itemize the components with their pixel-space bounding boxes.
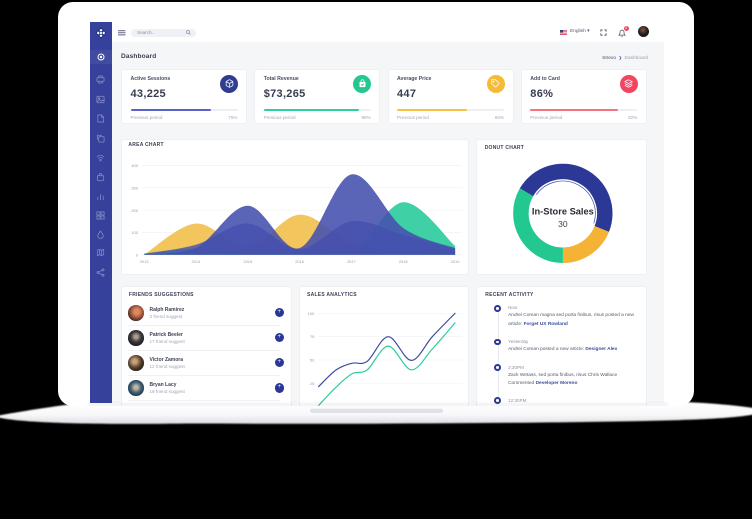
svg-text:2016: 2016 bbox=[295, 258, 305, 263]
svg-text:300: 300 bbox=[131, 185, 138, 190]
svg-text:100: 100 bbox=[131, 230, 138, 235]
svg-text:In-Store Sales: In-Store Sales bbox=[532, 206, 594, 216]
svg-text:0: 0 bbox=[136, 252, 139, 257]
svg-text:200: 200 bbox=[131, 207, 138, 212]
svg-text:2015: 2015 bbox=[243, 258, 253, 263]
svg-text:2014: 2014 bbox=[191, 258, 201, 263]
svg-text:50: 50 bbox=[310, 358, 315, 363]
svg-text:2017: 2017 bbox=[347, 258, 357, 263]
svg-text:2018: 2018 bbox=[399, 258, 409, 263]
svg-text:2013: 2013 bbox=[140, 258, 150, 263]
svg-text:2019: 2019 bbox=[451, 258, 461, 263]
svg-text:400: 400 bbox=[131, 163, 138, 168]
svg-text:30: 30 bbox=[559, 218, 569, 228]
svg-text:25: 25 bbox=[310, 381, 315, 386]
svg-text:75: 75 bbox=[310, 334, 315, 339]
svg-text:100: 100 bbox=[307, 311, 314, 316]
